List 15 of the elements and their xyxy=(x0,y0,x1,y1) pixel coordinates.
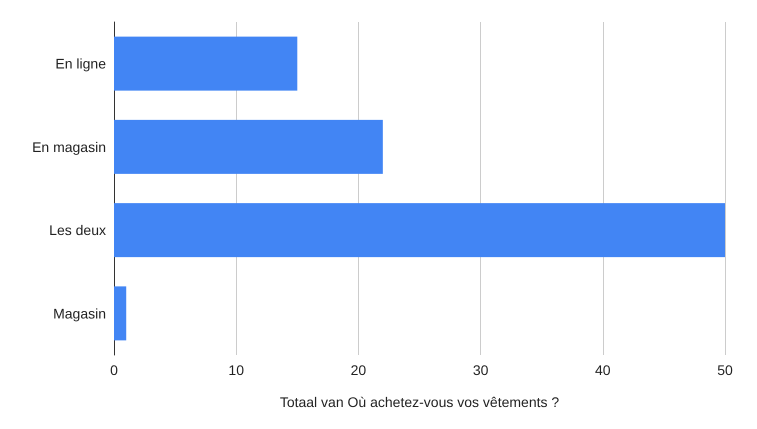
x-tick-label: 0 xyxy=(110,362,118,378)
x-tick-label: 20 xyxy=(350,362,366,378)
x-tick-label: 10 xyxy=(228,362,244,378)
bar xyxy=(114,120,383,174)
bar xyxy=(114,286,126,340)
y-tick-label: Magasin xyxy=(53,305,106,322)
x-tick-label: 40 xyxy=(595,362,611,378)
y-tick-label: En ligne xyxy=(55,56,106,72)
bar xyxy=(114,203,725,258)
y-tick-label: Les deux xyxy=(49,222,106,238)
x-tick-label: 50 xyxy=(717,362,733,378)
x-tick-label: 30 xyxy=(472,362,489,378)
bar xyxy=(114,36,298,91)
y-tick-label: En magasin xyxy=(32,138,106,155)
x-axis-title: Totaal van Où achetez-vous vos vêtements ? xyxy=(280,394,560,410)
